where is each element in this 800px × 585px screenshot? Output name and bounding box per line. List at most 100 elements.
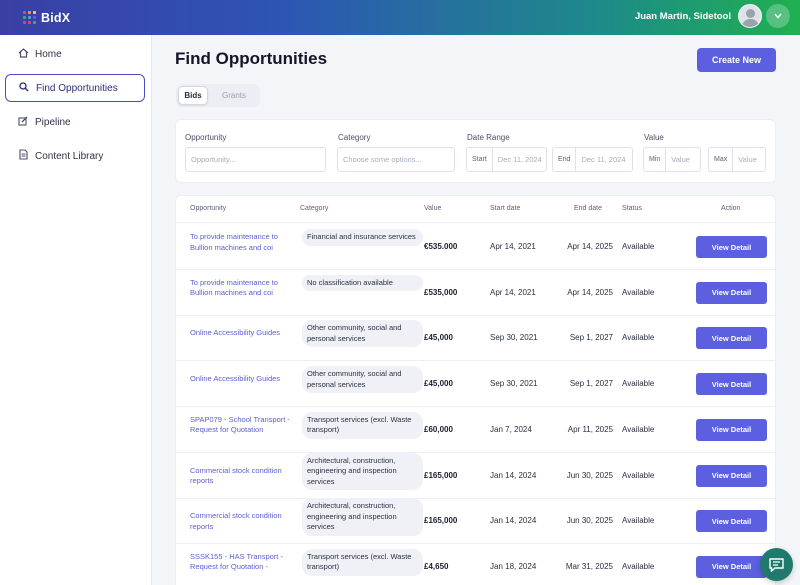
- value-cell: £45,000: [424, 379, 453, 389]
- end-date-cell: Sep 1, 2027: [569, 379, 613, 389]
- category-badge: Transport services (excl. Waste transpor…: [302, 411, 423, 439]
- chevron-down-icon[interactable]: [766, 4, 790, 28]
- main-content: Find Opportunities Create New Bids Grant…: [152, 35, 800, 585]
- tab-grants[interactable]: Grants: [221, 91, 246, 100]
- opportunity-placeholder: Opportunity...: [191, 155, 236, 164]
- opportunity-search-input[interactable]: Opportunity...: [185, 147, 326, 172]
- min-placeholder: Value: [671, 155, 690, 164]
- column-header: Opportunity: [190, 205, 227, 212]
- end-date-cell: Apr 14, 2025: [567, 287, 613, 297]
- category-badge: Other community, social and personal ser…: [302, 320, 423, 348]
- opportunity-filter-label: Opportunity: [185, 133, 227, 142]
- brand-icon: [23, 11, 36, 24]
- category-badge: Other community, social and personal ser…: [302, 366, 423, 394]
- sidebar-item-label: Home: [35, 48, 62, 60]
- status-cell: Available: [622, 561, 655, 571]
- value-cell: £60,000: [424, 424, 453, 434]
- search-icon: [18, 81, 30, 95]
- max-placeholder: Value: [738, 155, 757, 164]
- value-cell: £535,000: [424, 287, 458, 297]
- table-row: Commercial stock condition reports Archit…: [176, 498, 775, 545]
- max-value-input[interactable]: Max Value: [708, 147, 766, 172]
- opportunity-link[interactable]: SPAP079 - School Transport - Request for…: [190, 414, 290, 435]
- status-cell: Available: [622, 333, 655, 343]
- status-cell: Available: [622, 516, 655, 526]
- page-title: Find Opportunities: [175, 49, 328, 68]
- end-date-cell: Sep 1, 2027: [569, 333, 613, 343]
- end-date-cell: Apr 14, 2025: [567, 242, 613, 251]
- column-header: End date: [574, 205, 603, 212]
- top-bar: BidX Juan Martin, Sidetool: [0, 0, 800, 35]
- max-tag: Max: [709, 148, 734, 171]
- status-cell: Available: [622, 470, 655, 480]
- value-filter-label: Value: [644, 133, 664, 142]
- table-row: To provide maintenance to Bullion machin…: [176, 224, 775, 270]
- user-name: Juan Martin, Sidetool: [634, 10, 731, 22]
- start-date-cell: Jan 14, 2024: [490, 516, 537, 526]
- start-date-cell: Jan 14, 2024: [490, 470, 537, 480]
- view-detail-button[interactable]: View Detail: [696, 373, 767, 396]
- view-detail-button[interactable]: View Detail: [696, 464, 767, 487]
- sidebar-item-home[interactable]: Home: [5, 40, 145, 68]
- category-filter-label: Category: [338, 133, 371, 142]
- view-detail-button[interactable]: View Detail: [696, 281, 767, 304]
- user-menu[interactable]: Juan Martin, Sidetool: [635, 4, 790, 28]
- start-date-cell: Sep 30, 2021: [490, 333, 538, 343]
- tab-bar: Bids Grants: [176, 84, 260, 107]
- start-date-value: Dec 11, 2024: [497, 155, 542, 164]
- view-detail-button[interactable]: View Detail: [696, 236, 767, 258]
- view-detail-button[interactable]: View Detail: [696, 418, 767, 441]
- sidebar-item-find-opportunities[interactable]: Find Opportunities: [5, 74, 145, 102]
- brand-name: BidX: [41, 10, 71, 25]
- status-cell: Available: [622, 287, 655, 297]
- category-select[interactable]: Choose some options...: [337, 147, 455, 172]
- opportunity-link[interactable]: To provide maintenance to Bullion machin…: [190, 277, 278, 298]
- start-date-input[interactable]: Start Dec 11, 2024: [466, 147, 547, 172]
- sidebar-item-content-library[interactable]: Content Library: [5, 142, 145, 170]
- brand-logo[interactable]: BidX: [23, 11, 70, 25]
- category-placeholder: Choose some options...: [343, 155, 422, 164]
- column-header: Start date: [490, 205, 521, 212]
- edit-icon: [17, 116, 29, 129]
- category-badge: Architectural, construction, engineering…: [302, 498, 423, 536]
- view-detail-button[interactable]: View Detail: [696, 327, 767, 350]
- category-badge: No classification available: [302, 274, 423, 292]
- value-cell: £45,000: [424, 333, 453, 343]
- column-header: Value: [424, 205, 442, 212]
- table-row: Online Accessibility Guides Other communi…: [176, 361, 775, 408]
- table-row: SPAP079 - School Transport - Request for…: [176, 407, 775, 453]
- category-badge: Transport services (excl. Waste transpor…: [302, 548, 423, 576]
- opportunity-link[interactable]: To provide maintenance to Bullion machin…: [190, 232, 278, 252]
- create-new-button[interactable]: Create New: [697, 48, 776, 72]
- table-row: To provide maintenance to Bullion machin…: [176, 270, 775, 316]
- sidebar-item-label: Find Opportunities: [36, 82, 118, 94]
- start-date-cell: Jan 18, 2024: [490, 561, 537, 571]
- opportunities-table: Opportunity Category Value Start date En…: [175, 195, 776, 585]
- avatar[interactable]: [738, 4, 762, 28]
- opportunity-link[interactable]: SSSK155 - HAS Transport - Request for Qu…: [190, 551, 283, 572]
- view-detail-button[interactable]: View Detail: [696, 510, 767, 533]
- end-date-value: Dec 11, 2024: [581, 155, 626, 164]
- status-cell: Available: [622, 424, 655, 434]
- value-cell: £165,000: [424, 470, 458, 480]
- chat-icon[interactable]: [760, 548, 793, 581]
- filter-panel: Opportunity Opportunity... Category Choo…: [175, 119, 776, 183]
- end-date-cell: Apr 11, 2025: [567, 424, 613, 434]
- value-cell: €535.000: [424, 242, 458, 251]
- document-icon: [17, 149, 29, 163]
- end-date-cell: Jun 30, 2025: [566, 516, 613, 526]
- end-date-input[interactable]: End Dec 11, 2024: [552, 147, 633, 172]
- start-date-cell: Jan 7, 2024: [490, 424, 532, 434]
- min-value-input[interactable]: Min Value: [643, 147, 701, 172]
- opportunity-link[interactable]: Commercial stock condition reports: [190, 511, 282, 531]
- opportunity-link[interactable]: Commercial stock condition reports: [190, 465, 282, 486]
- end-date-cell: Jun 30, 2025: [566, 470, 613, 480]
- column-header: Status: [622, 205, 642, 212]
- tab-bids[interactable]: Bids: [178, 86, 208, 105]
- opportunity-link[interactable]: Online Accessibility Guides: [190, 374, 281, 384]
- opportunity-link[interactable]: Online Accessibility Guides: [190, 328, 281, 338]
- sidebar-item-pipeline[interactable]: Pipeline: [5, 108, 145, 136]
- table-row: Commercial stock condition reports Archit…: [176, 452, 775, 499]
- view-detail-button[interactable]: View Detail: [696, 555, 767, 578]
- table-row: Online Accessibility Guides Other communi…: [176, 315, 775, 362]
